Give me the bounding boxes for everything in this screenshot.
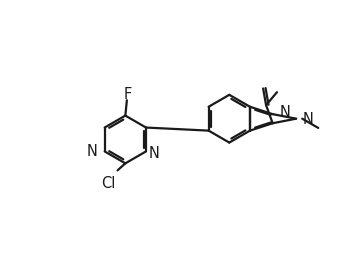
Text: Cl: Cl	[101, 176, 116, 191]
Text: N: N	[303, 112, 314, 127]
Text: N: N	[87, 144, 98, 159]
Text: N: N	[149, 146, 160, 161]
Text: F: F	[123, 87, 132, 102]
Text: N: N	[279, 105, 291, 120]
